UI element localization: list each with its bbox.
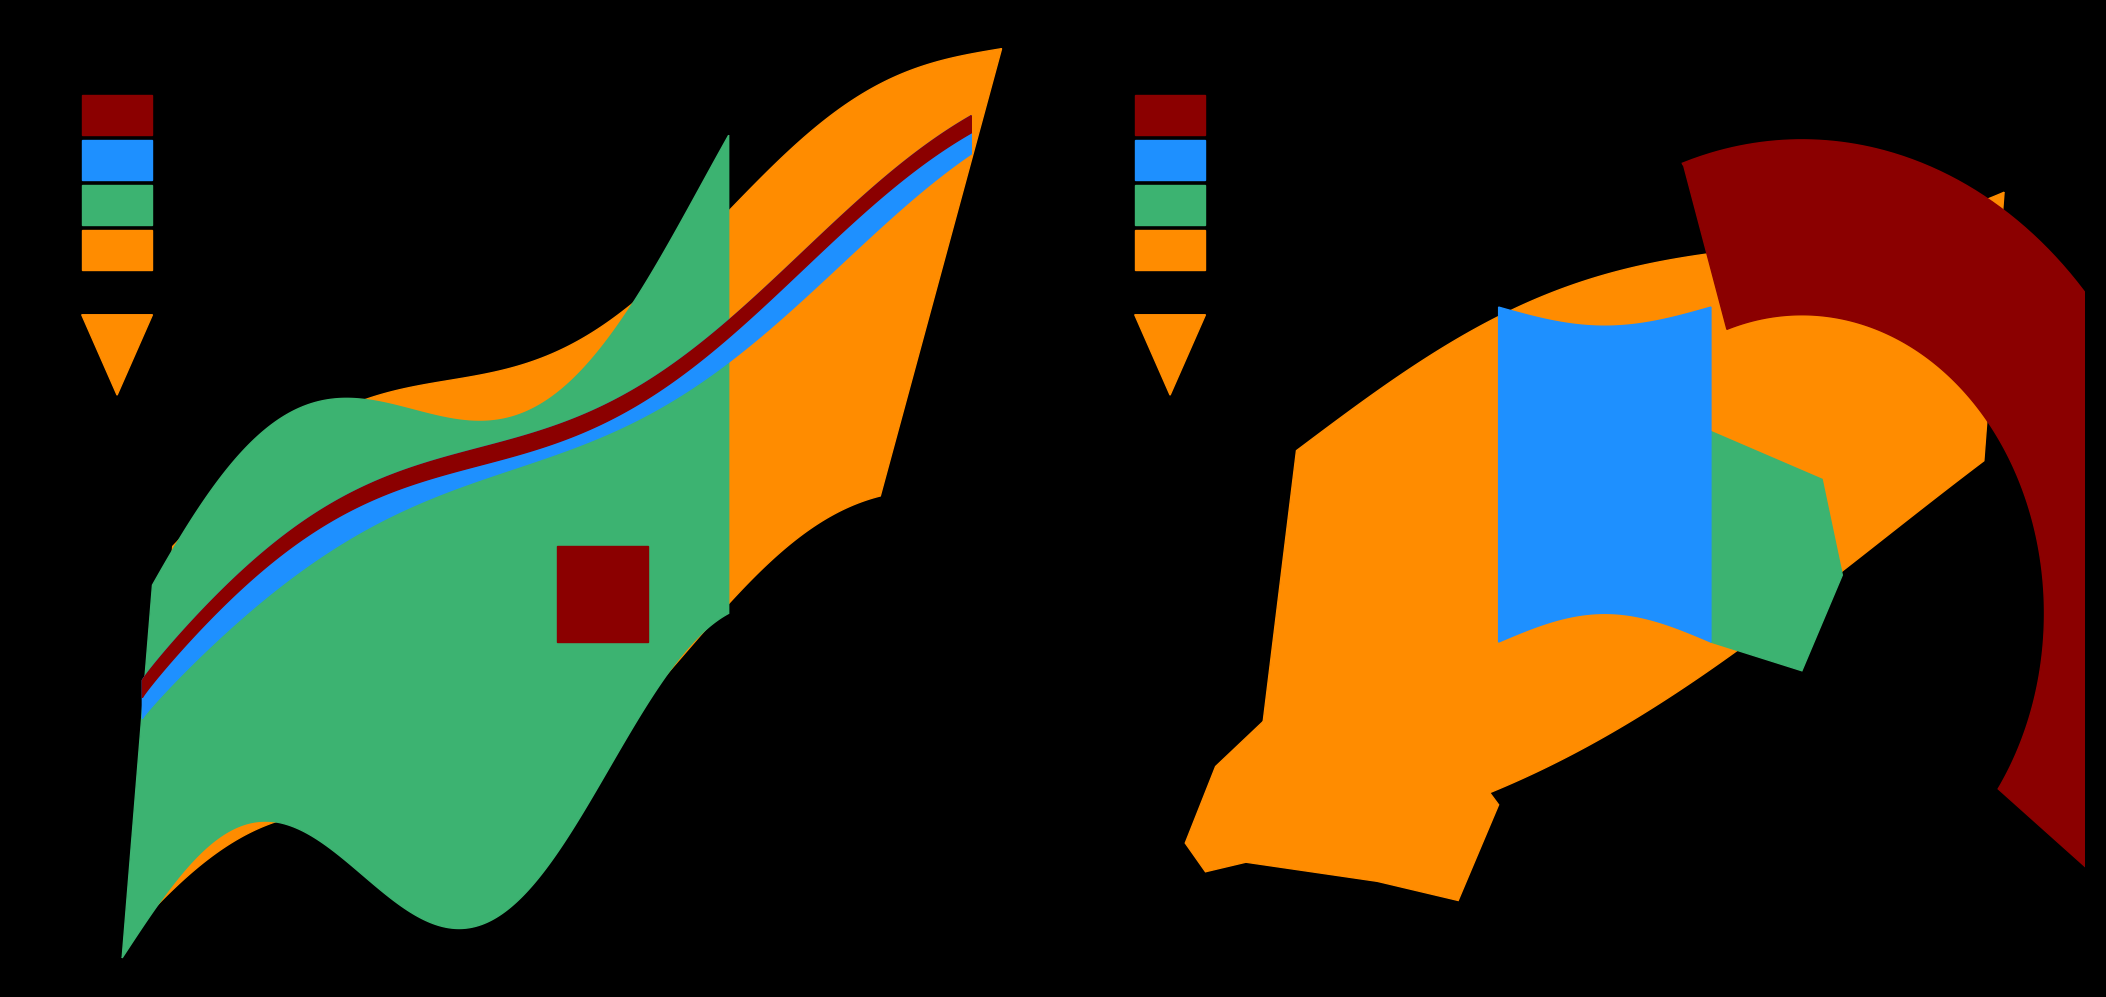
Bar — [82, 95, 152, 135]
Bar — [1135, 95, 1205, 135]
Polygon shape — [1247, 192, 2005, 862]
Bar — [1135, 140, 1205, 179]
Polygon shape — [1702, 432, 1843, 671]
Polygon shape — [1135, 315, 1205, 395]
Bar — [1135, 184, 1205, 224]
Polygon shape — [122, 136, 729, 958]
Polygon shape — [143, 49, 1002, 921]
Polygon shape — [82, 315, 152, 395]
Bar — [82, 229, 152, 270]
Bar — [82, 140, 152, 179]
Polygon shape — [143, 116, 971, 719]
Polygon shape — [1186, 690, 1499, 900]
Polygon shape — [1499, 307, 1710, 642]
Polygon shape — [556, 546, 649, 642]
Bar — [1135, 229, 1205, 270]
Bar — [82, 184, 152, 224]
Polygon shape — [1683, 141, 2106, 891]
Polygon shape — [143, 116, 971, 698]
